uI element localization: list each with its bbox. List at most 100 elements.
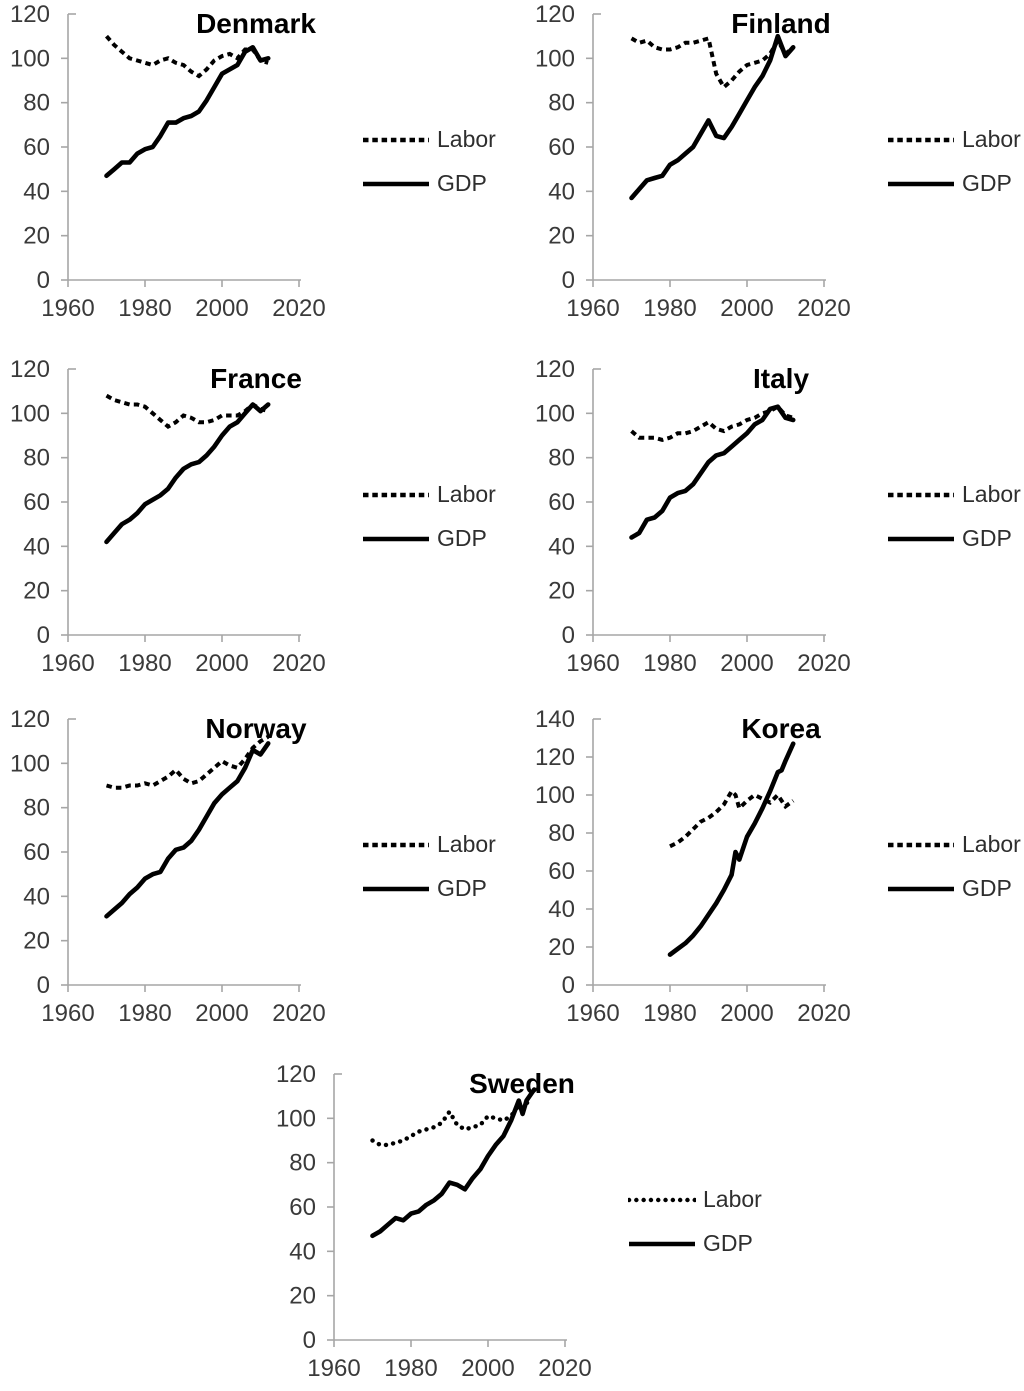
x-tick-label: 2000 (720, 295, 773, 322)
x-tick-label: 1960 (41, 1000, 94, 1027)
solid-line-icon (888, 886, 954, 891)
y-tick-label: 140 (535, 706, 575, 733)
legend-label: GDP (437, 875, 487, 901)
x-tick-label: 2020 (272, 1000, 325, 1027)
chart-panel-norway: 0 20 40 60 80 100 120 1960 1980 2000 2020 Norway Lab… (0, 705, 530, 1040)
x-tick-label: 2000 (720, 650, 773, 677)
chart-title: Denmark (196, 8, 316, 39)
legend-entry-gdp: GDP (362, 172, 496, 195)
y-tick-label: 80 (548, 445, 575, 472)
chart-panel-finland: 0 20 40 60 80 100 120 1960 1980 2000 2020 Finland La… (525, 0, 1024, 335)
y-tick-label: 80 (23, 445, 50, 472)
legend-entry-gdp: GDP (887, 172, 1021, 195)
chart-title: Norway (205, 713, 307, 744)
legend: Labor GDP (887, 483, 1021, 550)
y-tick-label: 40 (23, 178, 50, 205)
solid-line-icon (363, 886, 429, 891)
x-tick-label: 1980 (384, 1355, 437, 1382)
legend-entry-labor: Labor (887, 128, 1021, 151)
x-tick-label: 2020 (272, 295, 325, 322)
chart-panel-denmark: 0 20 40 60 80 100 120 1960 1980 2000 2020 Denmark La… (0, 0, 530, 335)
chart-panel-france: 0 20 40 60 80 100 120 1960 1980 2000 2020 France Lab… (0, 355, 530, 690)
chart-panel-sweden: 0 20 40 60 80 100 120 1960 1980 2000 2020 Sweden Lab… (266, 1060, 796, 1391)
x-tick-label: 1980 (118, 1000, 171, 1027)
y-tick-label: 60 (289, 1194, 316, 1221)
y-tick-label: 0 (562, 622, 575, 649)
solid-line-icon (888, 181, 954, 186)
legend-entry-gdp: GDP (362, 877, 496, 900)
x-tick-label: 2000 (720, 1000, 773, 1027)
y-tick-label: 0 (37, 622, 50, 649)
y-tick-label: 100 (535, 782, 575, 809)
gdp-line (629, 33, 796, 201)
x-tick-label: 2020 (797, 650, 850, 677)
y-tick-label: 20 (23, 928, 50, 955)
legend-label: GDP (437, 525, 487, 551)
y-tick-label: 60 (23, 489, 50, 516)
gdp-line (629, 404, 796, 540)
dashed-line-icon (628, 1197, 696, 1202)
x-tick-label: 2000 (461, 1355, 514, 1382)
y-tick-label: 20 (548, 223, 575, 250)
y-tick-label: 20 (23, 578, 50, 605)
y-tick-label: 120 (535, 1, 575, 28)
chart-svg-norway: 0 20 40 60 80 100 120 1960 1980 2000 2020 Norway (10, 706, 326, 1027)
y-tick-label: 40 (23, 883, 50, 910)
dashed-line-icon (888, 842, 954, 847)
chart-svg-sweden: 0 20 40 60 80 100 120 1960 1980 2000 2020 Sweden (276, 1061, 592, 1382)
legend-entry-labor: Labor (362, 128, 496, 151)
solid-line-icon (363, 536, 429, 541)
y-tick-label: 0 (562, 972, 575, 999)
x-tick-label: 1960 (41, 650, 94, 677)
x-tick-label: 2000 (195, 295, 248, 322)
x-tick-label: 1980 (643, 650, 696, 677)
y-tick-label: 100 (10, 45, 50, 72)
legend-entry-gdp: GDP (887, 877, 1021, 900)
x-tick-label: 1960 (566, 1000, 619, 1027)
legend-label: GDP (703, 1230, 753, 1256)
y-tick-label: 100 (10, 400, 50, 427)
gdp-line (104, 402, 271, 545)
dashed-line-icon (888, 137, 954, 142)
y-tick-label: 80 (289, 1150, 316, 1177)
gdp-line (667, 741, 796, 957)
y-tick-label: 80 (23, 795, 50, 822)
legend-entry-labor: Labor (887, 833, 1021, 856)
legend-label: Labor (437, 126, 496, 152)
chart-title: Korea (741, 713, 821, 744)
y-tick-label: 0 (37, 267, 50, 294)
x-tick-label: 2000 (195, 650, 248, 677)
legend-label: Labor (437, 831, 496, 857)
x-tick-label: 1960 (566, 295, 619, 322)
x-tick-label: 2020 (538, 1355, 591, 1382)
x-tick-label: 1960 (566, 650, 619, 677)
y-tick-label: 20 (548, 934, 575, 961)
x-tick-label: 2020 (797, 295, 850, 322)
dashed-line-icon (363, 842, 429, 847)
chart-title: France (210, 363, 302, 394)
y-tick-label: 120 (10, 356, 50, 383)
y-tick-label: 40 (289, 1238, 316, 1265)
y-tick-label: 80 (548, 820, 575, 847)
y-tick-label: 100 (276, 1105, 316, 1132)
gdp-line (104, 741, 271, 919)
y-tick-label: 60 (23, 134, 50, 161)
chart-title: Finland (731, 8, 831, 39)
chart-svg-korea: 0 20 40 60 80 100 120 140 1960 1980 2000 2020 Korea (535, 706, 851, 1027)
solid-line-icon (888, 536, 954, 541)
legend-label: Labor (703, 1186, 762, 1212)
y-tick-label: 120 (535, 356, 575, 383)
solid-line-icon (629, 1241, 695, 1246)
y-tick-label: 20 (289, 1283, 316, 1310)
chart-title: Sweden (469, 1068, 575, 1099)
chart-svg-italy: 0 20 40 60 80 100 120 1960 1980 2000 2020 Italy (535, 356, 851, 677)
x-tick-label: 1980 (643, 1000, 696, 1027)
legend: Labor GDP (628, 1188, 762, 1255)
y-tick-label: 120 (10, 706, 50, 733)
y-tick-label: 120 (535, 744, 575, 771)
labor-line (630, 35, 795, 91)
y-tick-label: 0 (303, 1327, 316, 1354)
x-tick-label: 2000 (195, 1000, 248, 1027)
y-tick-label: 80 (23, 90, 50, 117)
